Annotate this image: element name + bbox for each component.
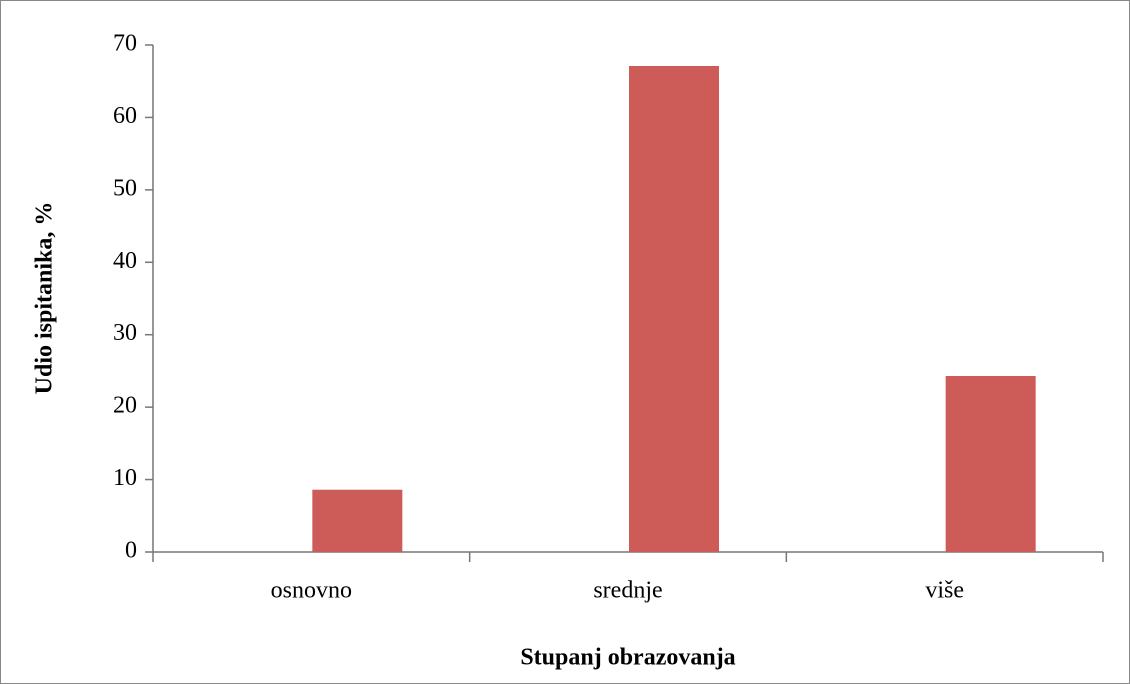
y-tick-label: 10 xyxy=(113,465,137,491)
y-tick-label: 40 xyxy=(113,248,137,274)
x-tick-label: više xyxy=(925,578,964,604)
y-axis-label: Udio ispitanika, % xyxy=(32,202,58,395)
bar xyxy=(945,375,1036,552)
x-tick-label: srednje xyxy=(593,578,662,604)
x-axis-label: Stupanj obrazovanja xyxy=(520,645,735,671)
y-tick-label: 60 xyxy=(113,103,137,129)
y-tick-label: 70 xyxy=(113,31,137,57)
y-tick-label: 0 xyxy=(125,538,137,564)
y-tick-label: 30 xyxy=(113,320,137,346)
bar xyxy=(312,489,403,552)
y-tick-label: 20 xyxy=(113,393,137,419)
x-tick-label: osnovno xyxy=(271,578,352,604)
bar xyxy=(629,66,719,553)
y-tick-label: 50 xyxy=(113,175,137,201)
